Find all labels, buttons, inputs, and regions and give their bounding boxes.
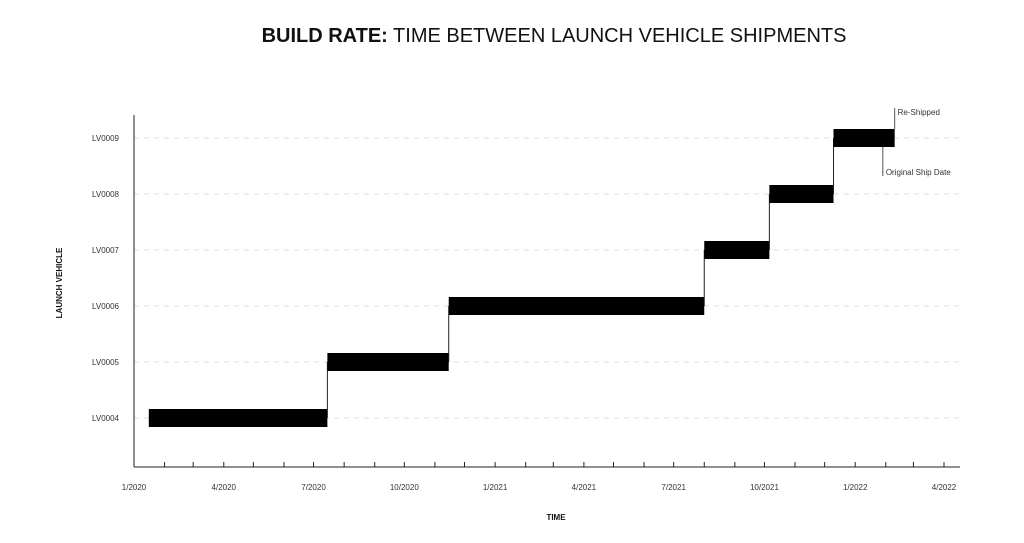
x-tick-label: 1/2020: [122, 483, 147, 492]
x-tick-label: 4/2021: [572, 483, 597, 492]
chart-title: BUILD RATE: TIME BETWEEN LAUNCH VEHICLE …: [262, 25, 847, 47]
y-tick-label: LV0004: [92, 414, 120, 423]
x-tick-label: 7/2020: [301, 483, 326, 492]
y-tick-label: LV0006: [92, 302, 120, 311]
bar-lv0004: [148, 409, 328, 427]
bar-lv0008: [769, 185, 834, 203]
y-ticks: LV0004 LV0005 LV0006 LV0007 LV0008 LV0009: [92, 134, 120, 423]
bar-lv0009: [833, 129, 895, 147]
annotation-label: Re-Shipped: [898, 108, 940, 117]
chart-title-rest: TIME BETWEEN LAUNCH VEHICLE SHIPMENTS: [388, 25, 847, 47]
x-ticks: 1/2020 4/2020 7/2020 10/2020 1/2021 4/2021 7/2…: [122, 462, 957, 492]
bar-lv0005: [327, 353, 449, 371]
axes: [133, 115, 960, 468]
grid-lines: [134, 137, 960, 419]
x-axis-label: TIME: [546, 513, 566, 522]
x-tick-label: 10/2020: [390, 483, 419, 492]
x-tick-label: 7/2021: [661, 483, 686, 492]
y-tick-label: LV0008: [92, 190, 120, 199]
x-tick-label: 4/2022: [932, 483, 957, 492]
y-tick-label: LV0005: [92, 358, 120, 367]
x-tick-label: 1/2022: [843, 483, 868, 492]
bar-lv0006: [448, 297, 705, 315]
chart-title-bold: BUILD RATE:: [262, 25, 388, 47]
y-axis-label: LAUNCH VEHICLE: [55, 247, 64, 318]
x-tick-label: 10/2021: [750, 483, 779, 492]
bars: [148, 129, 895, 427]
y-tick-label: LV0009: [92, 134, 120, 143]
annotation-label: Original Ship Date: [886, 168, 951, 177]
x-tick-label: 1/2021: [483, 483, 508, 492]
bar-lv0007: [704, 241, 770, 259]
annotations: Re-Shipped Original Ship Date: [882, 108, 951, 177]
y-tick-label: LV0007: [92, 246, 120, 255]
x-tick-label: 4/2020: [212, 483, 237, 492]
